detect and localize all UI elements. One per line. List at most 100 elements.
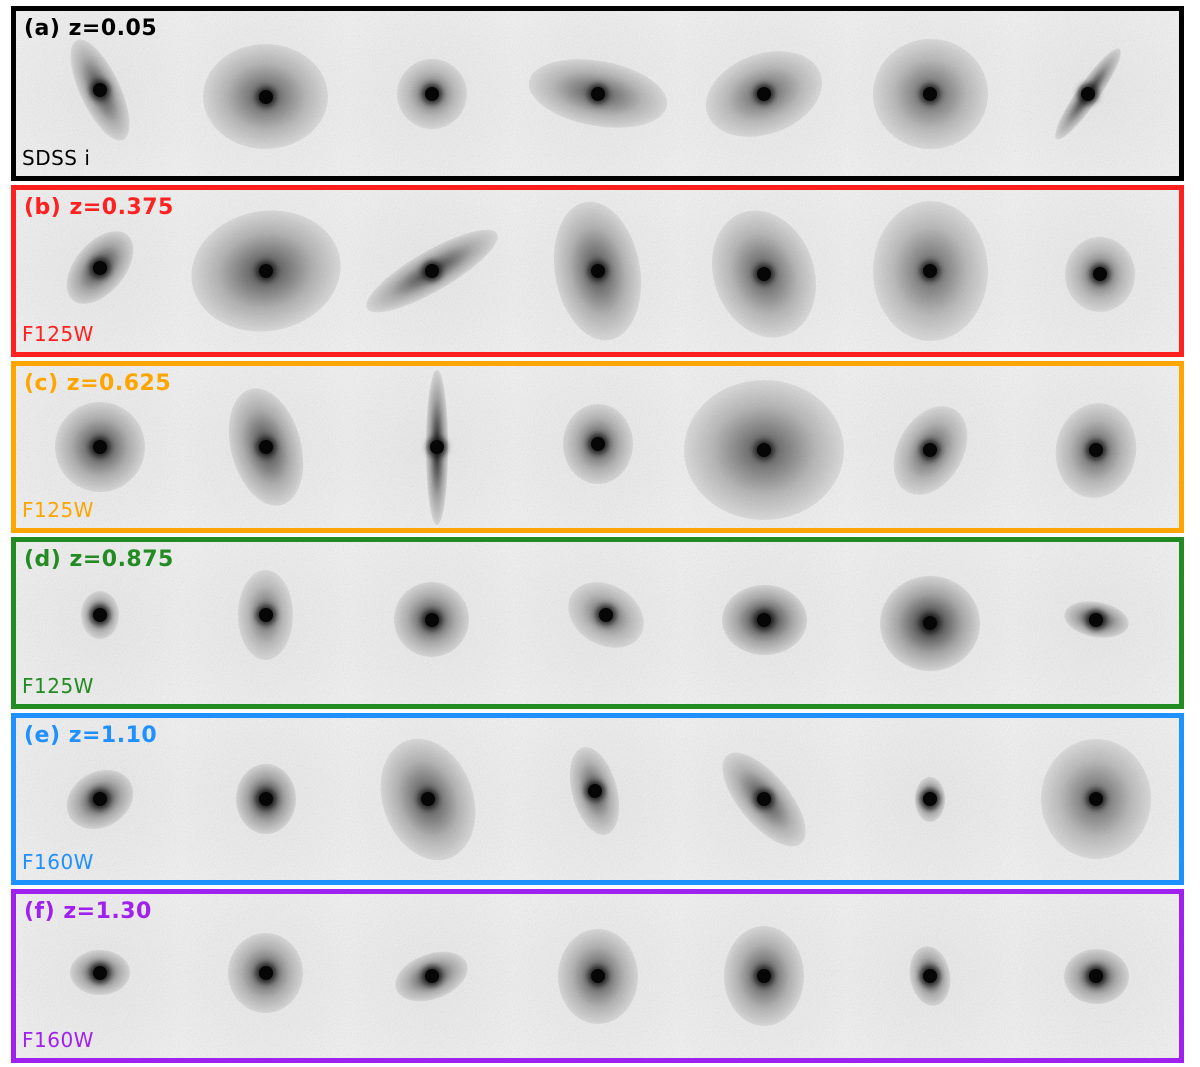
galaxy-core bbox=[757, 86, 772, 101]
galaxy-thumbnail bbox=[1012, 366, 1179, 528]
galaxy-strip-d bbox=[16, 542, 1179, 704]
galaxy-core bbox=[258, 792, 273, 806]
galaxy-core bbox=[590, 969, 605, 983]
panel-e-filter: F160W bbox=[22, 850, 94, 874]
galaxy-strip-a bbox=[16, 11, 1179, 176]
galaxy-core bbox=[92, 83, 107, 98]
galaxy-thumbnail bbox=[182, 894, 350, 1058]
galaxy-strip-f bbox=[16, 894, 1179, 1058]
galaxy-thumbnail bbox=[16, 894, 183, 1058]
galaxy-thumbnail bbox=[348, 542, 516, 704]
panel-f-filter: F160W bbox=[22, 1028, 94, 1052]
galaxy-thumbnail bbox=[1012, 718, 1179, 880]
galaxy-thumbnail bbox=[846, 718, 1014, 880]
panel-c-label: (c) z=0.625 bbox=[24, 371, 172, 396]
galaxy-thumbnail bbox=[680, 366, 848, 528]
galaxy-thumbnail bbox=[846, 366, 1014, 528]
panel-d-filter: F125W bbox=[22, 674, 94, 698]
galaxy-core bbox=[757, 443, 772, 458]
galaxy-core bbox=[424, 612, 439, 627]
galaxy-core bbox=[757, 612, 772, 627]
galaxy-thumbnail bbox=[846, 11, 1014, 176]
galaxy-core bbox=[258, 440, 273, 454]
galaxy-core bbox=[923, 616, 938, 630]
galaxy-thumbnail bbox=[514, 11, 682, 176]
galaxy-thumbnail bbox=[16, 11, 183, 176]
panel-f: (f) z=1.30 F160W bbox=[11, 889, 1184, 1063]
galaxy-thumbnail bbox=[680, 190, 848, 352]
galaxy-thumbnail bbox=[16, 366, 183, 528]
galaxy-thumbnail bbox=[1012, 11, 1179, 176]
galaxy-core bbox=[1092, 267, 1107, 282]
galaxy-thumbnail bbox=[680, 718, 848, 880]
galaxy-thumbnail bbox=[514, 718, 682, 880]
galaxy-thumbnail bbox=[514, 894, 682, 1058]
galaxy-thumbnail bbox=[1012, 542, 1179, 704]
galaxy-core bbox=[923, 792, 938, 806]
galaxy-thumbnail bbox=[680, 11, 848, 176]
galaxy-thumbnail bbox=[680, 894, 848, 1058]
galaxy-core bbox=[258, 607, 273, 622]
galaxy-thumbnail bbox=[514, 190, 682, 352]
galaxy-core bbox=[258, 264, 273, 278]
galaxy-core bbox=[1080, 86, 1095, 101]
galaxy-thumbnail bbox=[182, 718, 350, 880]
galaxy-thumbnail bbox=[846, 190, 1014, 352]
galaxy-thumbnail bbox=[16, 542, 183, 704]
galaxy-core bbox=[429, 440, 444, 454]
galaxy-thumbnail bbox=[16, 718, 183, 880]
galaxy-thumbnail bbox=[1012, 894, 1179, 1058]
galaxy-core bbox=[1089, 443, 1104, 458]
galaxy-thumbnail bbox=[846, 894, 1014, 1058]
panel-c-filter: F125W bbox=[22, 498, 94, 522]
galaxy-core bbox=[923, 264, 938, 278]
galaxy-thumbnail bbox=[348, 190, 516, 352]
galaxy-core bbox=[258, 965, 273, 980]
galaxy-thumbnail bbox=[348, 894, 516, 1058]
panel-a-filter: SDSS i bbox=[22, 146, 91, 170]
galaxy-core bbox=[258, 89, 273, 104]
galaxy-core bbox=[757, 792, 772, 806]
galaxy-thumbnail bbox=[182, 11, 350, 176]
galaxy-core bbox=[757, 969, 772, 983]
galaxy-core bbox=[424, 86, 439, 101]
galaxy-strip-e bbox=[16, 718, 1179, 880]
galaxy-thumbnail bbox=[514, 366, 682, 528]
galaxy-core bbox=[590, 86, 605, 101]
panel-b-filter: F125W bbox=[22, 322, 94, 346]
galaxy-core bbox=[92, 440, 107, 454]
galaxy-thumbnail bbox=[348, 11, 516, 176]
galaxy-core bbox=[923, 86, 938, 101]
galaxy-thumbnail bbox=[348, 718, 516, 880]
galaxy-thumbnail bbox=[680, 542, 848, 704]
galaxy-thumbnail bbox=[348, 366, 516, 528]
galaxy-core bbox=[590, 264, 605, 278]
galaxy-core bbox=[757, 267, 772, 282]
panel-e-label: (e) z=1.10 bbox=[24, 723, 158, 748]
galaxy-core bbox=[92, 260, 107, 275]
galaxy-core bbox=[421, 792, 436, 806]
galaxy-core bbox=[92, 965, 107, 980]
galaxy-thumbnail bbox=[182, 190, 350, 352]
galaxy-core bbox=[92, 792, 107, 806]
panel-d-label: (d) z=0.875 bbox=[24, 547, 174, 572]
galaxy-core bbox=[923, 443, 938, 458]
galaxy-core bbox=[424, 969, 439, 983]
panel-d: (d) z=0.875 F125W bbox=[11, 537, 1184, 709]
panel-f-label: (f) z=1.30 bbox=[24, 899, 152, 924]
galaxy-core bbox=[92, 607, 107, 622]
galaxy-thumbnail bbox=[182, 542, 350, 704]
panel-a-label: (a) z=0.05 bbox=[24, 16, 158, 41]
galaxy-core bbox=[1089, 792, 1104, 806]
panel-c: (c) z=0.625 F125W bbox=[11, 361, 1184, 533]
panel-a: (a) z=0.05 SDSS i bbox=[11, 6, 1184, 181]
galaxy-core bbox=[1089, 612, 1104, 627]
galaxy-core bbox=[590, 436, 605, 451]
galaxy-thumbnail bbox=[514, 542, 682, 704]
panel-e: (e) z=1.10 F160W bbox=[11, 713, 1184, 885]
galaxy-thumbnail bbox=[1012, 190, 1179, 352]
galaxy-strip-b bbox=[16, 190, 1179, 352]
galaxy-core bbox=[1089, 969, 1104, 983]
galaxy-thumbnail bbox=[16, 190, 183, 352]
panel-b: (b) z=0.375 F125W bbox=[11, 185, 1184, 357]
